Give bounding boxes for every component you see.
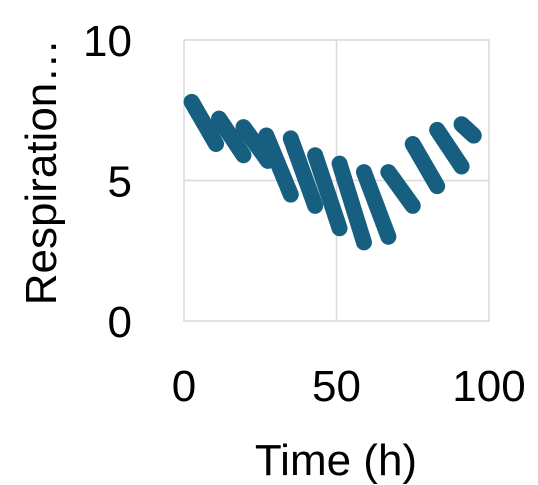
data-point: [208, 135, 225, 152]
y-tick-label: 10: [83, 17, 132, 66]
data-point: [380, 228, 397, 245]
x-tick-label: 50: [312, 362, 361, 411]
x-tick-label: 0: [172, 362, 196, 411]
y-tick-label: 5: [108, 158, 132, 207]
x-axis-title: Time (h): [255, 436, 417, 485]
data-point: [235, 147, 252, 164]
data-point: [331, 220, 348, 237]
data-point: [307, 197, 324, 214]
data-point: [404, 197, 421, 214]
data-point: [355, 234, 372, 251]
y-axis-title: Respiration…: [17, 39, 66, 306]
data-point: [453, 158, 470, 175]
tick-labels: 0 50 100 0 5 10: [83, 17, 526, 411]
x-tick-label: 100: [452, 362, 525, 411]
data-point: [282, 186, 299, 203]
y-tick-label: 0: [108, 298, 132, 347]
data-point: [465, 127, 482, 144]
data-point: [429, 178, 446, 195]
data-points: [183, 93, 482, 251]
